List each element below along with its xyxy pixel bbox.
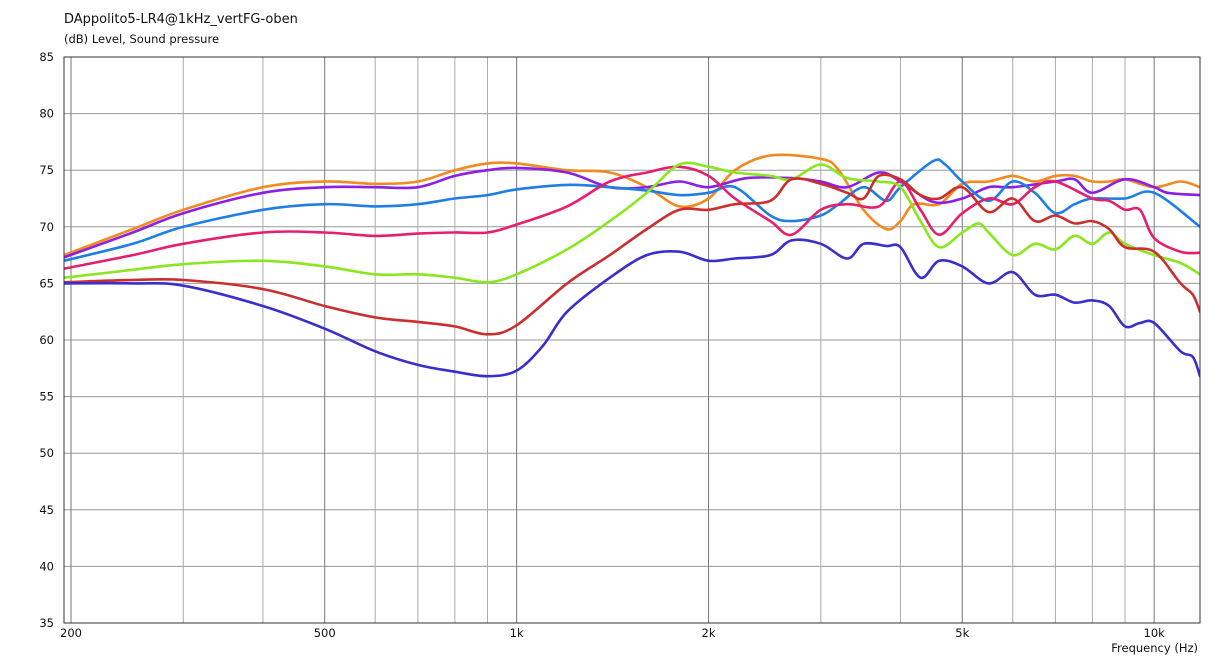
y-tick-label: 65 [39,276,54,290]
y-tick-label: 80 [39,107,54,121]
series-line-7 [64,238,1200,378]
x-axis-label: Frequency (Hz) [1111,641,1198,655]
series-line-5 [64,161,1200,284]
x-tick-label: 10k [1144,626,1166,640]
curves [64,153,1200,378]
grid [64,56,1200,624]
x-tick-label: 5k [955,626,969,640]
x-tick-label: 500 [314,626,336,640]
y-tick-label: 75 [39,163,54,177]
y-tick-label: 50 [39,446,54,460]
y-tick-label: 35 [39,616,54,630]
x-tick-label: 1k [510,626,524,640]
plot-frame [63,56,1201,624]
y-tick-label: 40 [39,559,54,573]
y-tick-label: 85 [39,50,54,64]
y-tick-label: 70 [39,220,54,234]
series-line-2 [64,166,1200,259]
y-tick-label: 60 [39,333,54,347]
series-line-4 [64,165,1200,270]
chart-title: DAppolito5-LR4@1kHz_vertFG-oben [64,12,298,27]
series-line-3 [64,158,1200,263]
series-line-1 [64,153,1200,257]
tick-labels: 35 40 45 50 55 60 65 70 75 80 85 200 500 1k 2k 5k 10k [39,50,1165,640]
y-tick-label: 55 [39,390,54,404]
y-tick-label: 45 [39,503,54,517]
series-line-6 [64,173,1200,336]
y-axis-label: (dB) Level, Sound pressure [64,32,220,46]
x-tick-label: 200 [60,626,82,640]
x-tick-label: 2k [702,626,716,640]
